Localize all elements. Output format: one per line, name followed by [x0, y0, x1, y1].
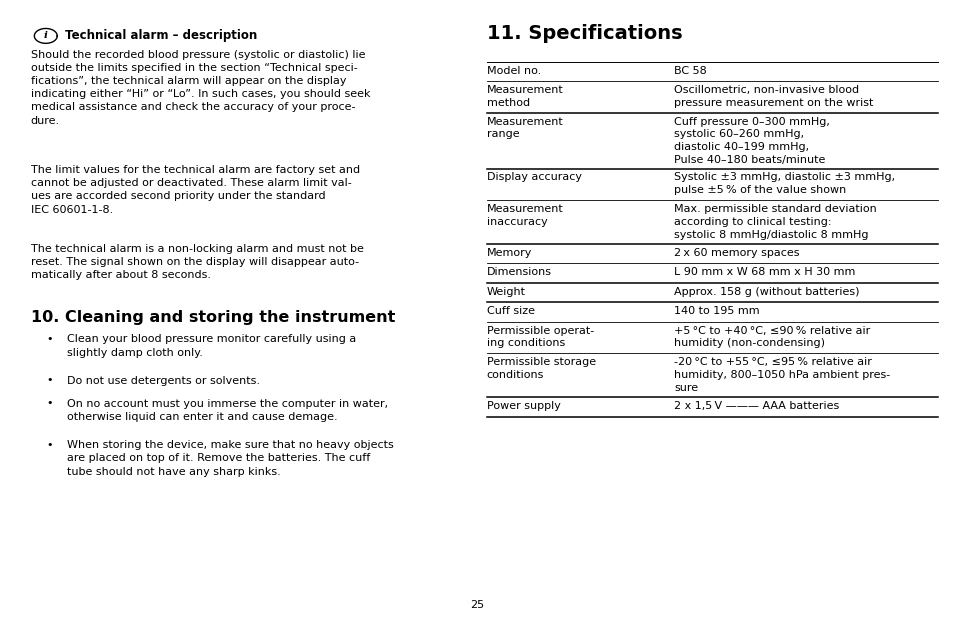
Text: Weight: Weight	[486, 287, 525, 297]
Text: 11. Specifications: 11. Specifications	[486, 24, 681, 43]
Text: The limit values for the technical alarm are factory set and
cannot be adjusted : The limit values for the technical alarm…	[30, 165, 359, 215]
Text: 2 x 1,5 V ——— AAA batteries: 2 x 1,5 V ——— AAA batteries	[674, 401, 839, 411]
Text: Memory: Memory	[486, 248, 532, 258]
Text: +5 °C to +40 °C, ≤90 % relative air
humidity (non-condensing): +5 °C to +40 °C, ≤90 % relative air humi…	[674, 326, 870, 348]
Text: On no account must you immerse the computer in water,
otherwise liquid can enter: On no account must you immerse the compu…	[67, 399, 388, 422]
Text: 25: 25	[470, 600, 483, 610]
Text: Permissible operat-
ing conditions: Permissible operat- ing conditions	[486, 326, 593, 348]
Text: Should the recorded blood pressure (systolic or diastolic) lie
outside the limit: Should the recorded blood pressure (syst…	[30, 50, 370, 126]
Text: When storing the device, make sure that no heavy objects
are placed on top of it: When storing the device, make sure that …	[67, 440, 394, 477]
Text: Max. permissible standard deviation
according to clinical testing:
systolic 8 mm: Max. permissible standard deviation acco…	[674, 204, 877, 240]
Text: Oscillometric, non-invasive blood
pressure measurement on the wrist: Oscillometric, non-invasive blood pressu…	[674, 85, 873, 108]
Text: Cuff pressure 0–300 mmHg,
systolic 60–260 mmHg,
diastolic 40–199 mmHg,
Pulse 40–: Cuff pressure 0–300 mmHg, systolic 60–26…	[674, 116, 829, 165]
Text: Measurement
range: Measurement range	[486, 116, 562, 139]
Text: Approx. 158 g (without batteries): Approx. 158 g (without batteries)	[674, 287, 859, 297]
Text: Measurement
inaccuracy: Measurement inaccuracy	[486, 204, 562, 227]
Text: •: •	[47, 375, 52, 385]
Text: Measurement
method: Measurement method	[486, 85, 562, 108]
Text: The technical alarm is a non-locking alarm and must not be
reset. The signal sho: The technical alarm is a non-locking ala…	[30, 244, 363, 280]
Text: Model no.: Model no.	[486, 66, 540, 76]
Text: Technical alarm – description: Technical alarm – description	[65, 28, 257, 42]
Text: i: i	[44, 32, 48, 40]
Text: 10. Cleaning and storing the instrument: 10. Cleaning and storing the instrument	[30, 310, 395, 324]
Text: •: •	[47, 398, 52, 409]
Text: 140 to 195 mm: 140 to 195 mm	[674, 306, 760, 316]
Text: Permissible storage
conditions: Permissible storage conditions	[486, 357, 595, 380]
Text: Systolic ±3 mmHg, diastolic ±3 mmHg,
pulse ±5 % of the value shown: Systolic ±3 mmHg, diastolic ±3 mmHg, pul…	[674, 172, 895, 195]
Text: -20 °C to +55 °C, ≤95 % relative air
humidity, 800–1050 hPa ambient pres-
sure: -20 °C to +55 °C, ≤95 % relative air hum…	[674, 357, 890, 393]
Text: Power supply: Power supply	[486, 401, 559, 411]
Text: •: •	[47, 439, 52, 449]
Text: Dimensions: Dimensions	[486, 267, 551, 277]
Text: Cuff size: Cuff size	[486, 306, 534, 316]
Text: Clean your blood pressure monitor carefully using a
slightly damp cloth only.: Clean your blood pressure monitor carefu…	[67, 334, 355, 358]
Text: Display accuracy: Display accuracy	[486, 172, 581, 183]
Text: 2 x 60 memory spaces: 2 x 60 memory spaces	[674, 248, 800, 258]
Text: •: •	[47, 334, 52, 344]
Text: Do not use detergents or solvents.: Do not use detergents or solvents.	[67, 376, 259, 386]
Text: L 90 mm x W 68 mm x H 30 mm: L 90 mm x W 68 mm x H 30 mm	[674, 267, 855, 277]
Text: BC 58: BC 58	[674, 66, 706, 76]
